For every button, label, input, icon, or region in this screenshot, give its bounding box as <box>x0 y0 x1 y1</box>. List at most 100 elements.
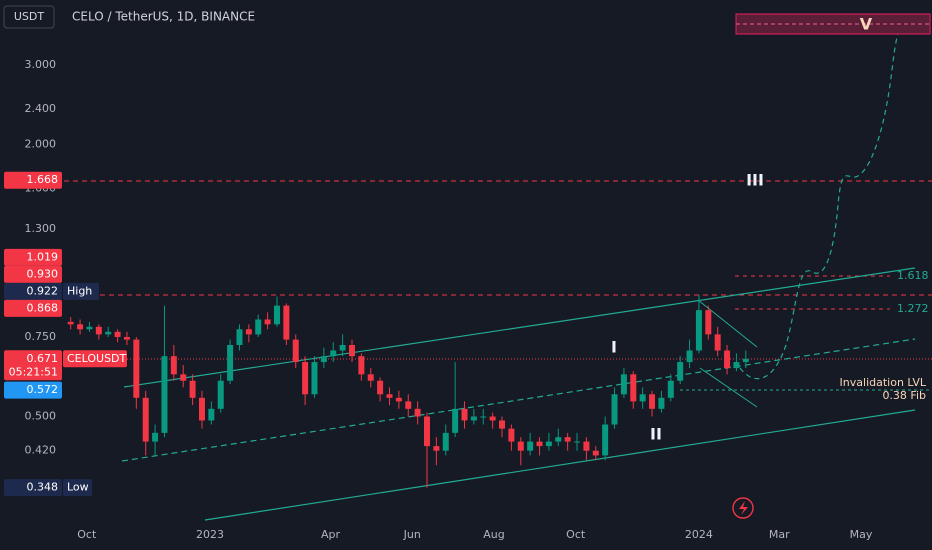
candle-body <box>424 416 431 447</box>
candle-body <box>283 305 290 340</box>
candles <box>67 294 749 488</box>
drawings <box>64 13 932 521</box>
header: USDT CELO / TetherUS, 1D, BINANCE <box>3 5 255 29</box>
axes: 3.0002.4002.0001.6001.3000.7500.5000.420… <box>4 58 873 541</box>
candle-body <box>255 319 262 335</box>
fib-label: 1.618 <box>897 269 929 282</box>
candle-body <box>311 362 318 395</box>
price-marker <box>4 282 62 300</box>
candle-body <box>733 362 740 369</box>
candle-body <box>198 397 205 421</box>
candle-body <box>245 329 252 335</box>
fib-label: 1.272 <box>897 302 929 315</box>
candle-body <box>461 408 468 421</box>
channel-upper <box>123 267 916 388</box>
y-tick-label: 0.500 <box>25 410 57 423</box>
candle-body <box>227 344 234 381</box>
candle-body <box>142 397 149 442</box>
candle-body <box>236 329 243 345</box>
price-marker-label: 0.930 <box>27 267 59 280</box>
currency-box[interactable] <box>3 5 55 29</box>
candle-body <box>583 441 590 451</box>
candle-body <box>217 380 224 409</box>
candle-body <box>348 344 355 357</box>
candle-body <box>208 408 215 421</box>
candle-body <box>714 334 721 351</box>
wave-label: V <box>860 15 873 34</box>
candle-body <box>414 408 421 417</box>
x-tick-label: Oct <box>566 528 586 541</box>
candle-body <box>339 344 346 351</box>
candle-body <box>602 424 609 456</box>
candle-body <box>686 350 693 363</box>
fib-note: 0.38 Fib <box>882 389 926 402</box>
candle-body <box>724 350 731 369</box>
currency: USDT <box>14 10 45 23</box>
candle-body <box>189 380 196 398</box>
price-marker <box>4 171 62 189</box>
candle-body <box>123 336 130 340</box>
candle-body <box>302 362 309 395</box>
y-tick-label: 2.000 <box>25 138 57 151</box>
price-marker-tag <box>63 282 99 300</box>
x-tick-label: Apr <box>321 528 341 541</box>
candle-body <box>658 397 665 409</box>
alert-icon-bolt <box>739 501 748 515</box>
x-tick-label: 2023 <box>196 528 224 541</box>
price-marker <box>4 381 62 399</box>
price-marker-label: 1.668 <box>27 173 59 186</box>
candle-body <box>695 310 702 351</box>
candle-body <box>611 394 618 425</box>
alert-icon[interactable] <box>732 497 754 519</box>
candle-body <box>564 437 571 442</box>
candle-body <box>330 350 337 357</box>
candle-body <box>386 394 393 398</box>
y-tick-label: 0.750 <box>25 330 57 343</box>
price-marker-countdown: 05:21:51 <box>9 365 58 378</box>
candle-body <box>555 437 562 442</box>
price-marker <box>4 479 62 497</box>
candle-body <box>367 374 374 381</box>
candle-body <box>395 397 402 402</box>
x-tick-label: Jun <box>403 528 421 541</box>
candle-body <box>358 356 365 375</box>
candle-body <box>630 374 637 402</box>
candle-body <box>742 358 749 363</box>
candle-body <box>292 339 299 363</box>
candle-body <box>180 374 187 381</box>
price-marker-label: 0.572 <box>27 383 59 396</box>
candle-body <box>508 428 515 442</box>
x-tick-label: Oct <box>77 528 97 541</box>
candle-body <box>517 441 524 451</box>
channel-lower <box>204 409 916 521</box>
price-marker-tag <box>63 479 92 497</box>
y-tick-label: 1.300 <box>25 222 57 235</box>
candle-body <box>639 394 646 402</box>
candle-body <box>489 416 496 421</box>
candle-body <box>264 319 271 325</box>
wave-label: I <box>611 338 617 357</box>
candle-body <box>161 356 168 433</box>
candle-body <box>574 441 581 443</box>
candle-body <box>592 450 599 456</box>
y-tick-label: 3.000 <box>25 58 57 71</box>
wave-label: II <box>650 425 662 444</box>
y-tick-label: 0.420 <box>25 444 57 457</box>
price-marker-tag-label: High <box>67 284 92 297</box>
price-marker-tag-label: CELOUSDT <box>67 352 127 365</box>
candle-body <box>620 374 627 395</box>
candle-body <box>152 432 159 442</box>
price-marker-tag <box>63 350 127 368</box>
candle-body <box>77 324 84 330</box>
candle-body <box>705 310 712 335</box>
price-marker-label: 0.922 <box>27 284 59 297</box>
candle-body <box>499 420 506 429</box>
price-marker <box>4 265 62 283</box>
candle-body <box>377 380 384 395</box>
price-marker <box>4 350 62 381</box>
candle-body <box>320 356 327 363</box>
candle-body <box>470 416 477 421</box>
candle-body <box>433 446 440 451</box>
